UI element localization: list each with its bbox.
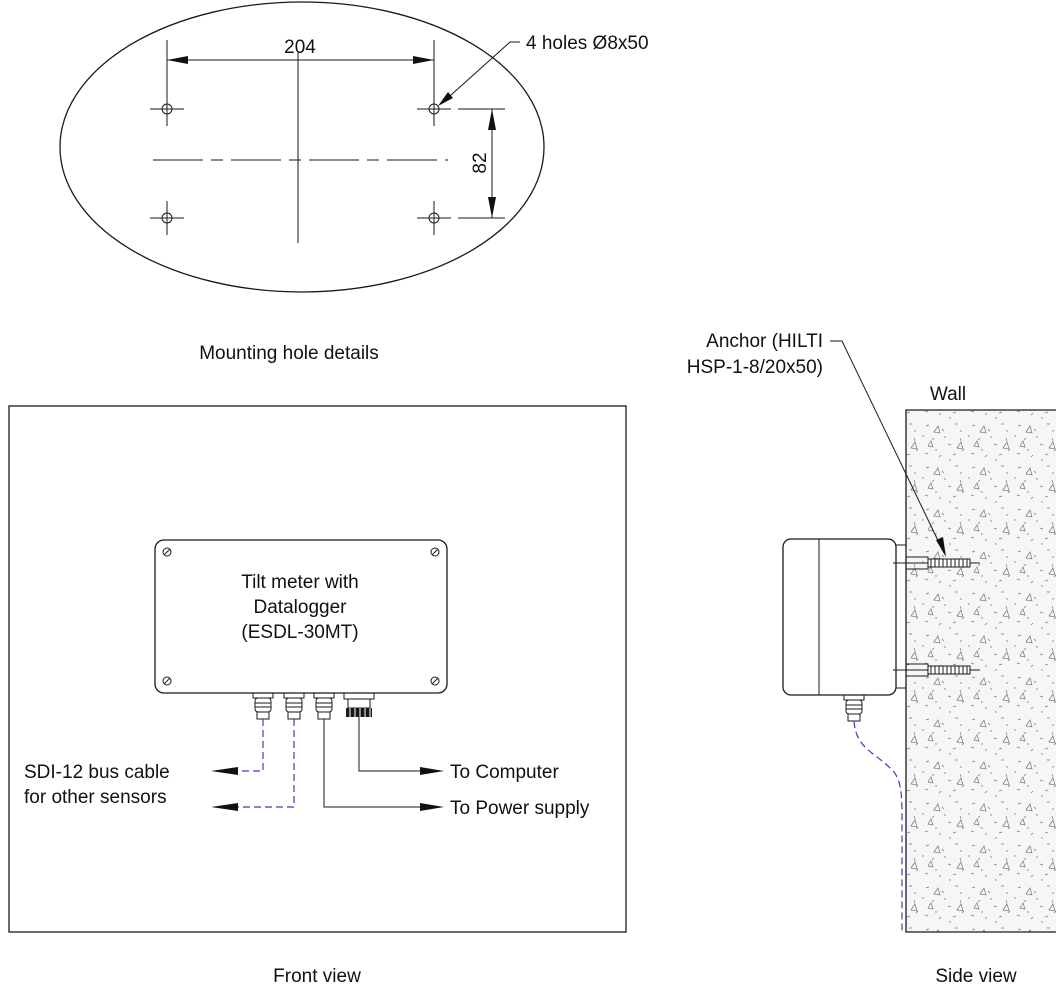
dimension-204-label: 204 [284, 37, 316, 58]
cable-gland-icon [283, 692, 305, 720]
corner-screw-icon [430, 676, 440, 686]
to-computer-label: To Computer [450, 762, 559, 783]
cable-gland-icon [252, 692, 274, 720]
enclosure-label-line-3: (ESDL-30MT) [241, 622, 358, 643]
dimension-82: 82 [458, 108, 505, 219]
sdi12-label-line-2: for other sensors [24, 787, 167, 808]
mounting-hole [417, 92, 451, 126]
dimension-82-label: 82 [470, 152, 491, 173]
enclosure-label-line-1: Tilt meter with [241, 572, 359, 593]
cable-gland-icon [313, 692, 335, 720]
wall-label: Wall [930, 384, 966, 405]
corner-screw-icon [430, 547, 440, 557]
to-power-supply-label: To Power supply [450, 798, 590, 819]
computer-cable [358, 717, 420, 772]
enclosure-label-line-2: Datalogger [254, 597, 348, 618]
sdi12-label-line-1: SDI-12 bus cable [24, 762, 170, 783]
side-view: Wall Anchor (HILTI HSP-1-8/20x50) [687, 331, 1056, 987]
mounting-hole [150, 201, 184, 235]
front-view-frame [8, 405, 627, 933]
enclosure-side [782, 538, 897, 696]
anchor-label-line-2: HSP-1-8/20x50) [687, 357, 823, 378]
anchor-leader [830, 340, 945, 554]
mounting-hole [417, 201, 451, 235]
anchor-bolt-icon [893, 663, 980, 677]
detail-ellipse [59, 1, 545, 293]
sdi12-cable [242, 719, 264, 772]
sdi12-arrow [211, 803, 238, 811]
serial-connector-icon [343, 692, 375, 717]
sdi12-arrow [211, 767, 238, 775]
anchor-label-line-1: Anchor (HILTI [706, 331, 823, 352]
corner-screw-icon [162, 547, 172, 557]
side-view-caption: Side view [935, 966, 1017, 987]
front-view: Tilt meter with Datalogger (ESDL-30MT) [8, 405, 627, 987]
holes-spec-label: 4 holes Ø8x50 [526, 33, 649, 54]
anchor-bolt-icon [893, 556, 980, 570]
dimension-204: 204 [166, 37, 435, 92]
mounting-bracket [895, 544, 907, 689]
anchor-leader-arrow [936, 537, 946, 557]
holes-leader: 4 holes Ø8x50 [438, 33, 649, 106]
cable-gland-icon [843, 694, 865, 722]
computer-arrow [420, 767, 444, 775]
power-cable [323, 719, 420, 808]
sdi12-cable [236, 719, 295, 808]
mounting-hole-details-caption: Mounting hole details [199, 343, 379, 364]
corner-screw-icon [162, 676, 172, 686]
mounting-hole-detail: 204 82 4 holes Ø8x50 Mounting hole detai… [59, 1, 649, 364]
power-arrow [420, 803, 444, 811]
side-cable [853, 720, 903, 932]
mounting-hole [150, 92, 184, 126]
front-view-caption: Front view [273, 966, 361, 987]
